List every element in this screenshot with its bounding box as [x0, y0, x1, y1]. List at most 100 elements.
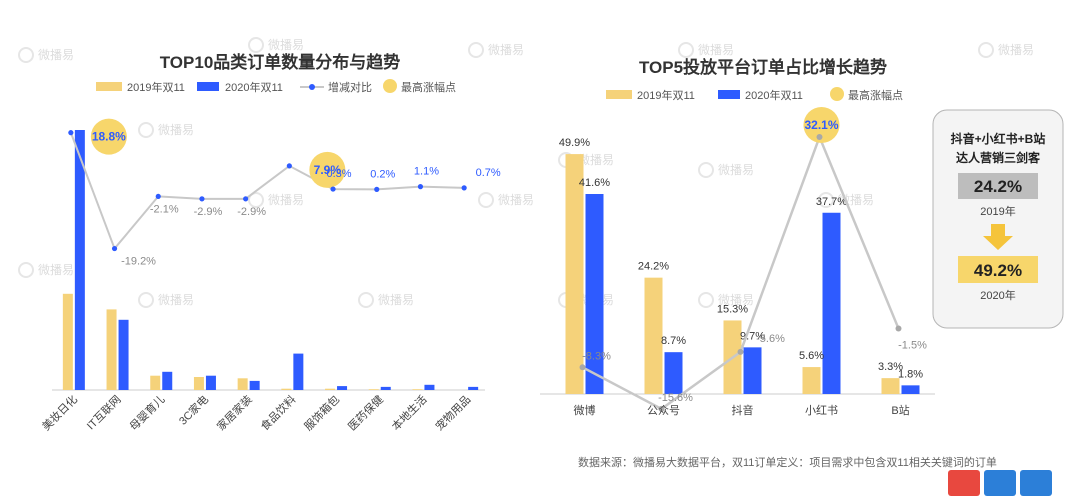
bar-2020 — [664, 352, 683, 394]
x-tick-label: 公众号 — [647, 404, 680, 417]
watermark-logo-icon — [478, 192, 494, 208]
left-legend: 2019年双11 2020年双11 增减对比 最高涨幅点 — [96, 79, 456, 94]
line-value-label: -8.3% — [582, 350, 611, 362]
watermark-logo-icon — [698, 162, 714, 178]
trend-point — [199, 196, 205, 202]
bar-2020 — [337, 386, 348, 390]
highlight-circle — [90, 118, 127, 155]
bar-2019 — [193, 377, 204, 390]
callout-year-2019: 2019年 — [980, 204, 1015, 218]
bar-value-label: 49.9% — [559, 137, 590, 149]
bar-value-label: 24.2% — [638, 261, 669, 273]
bar-2019 — [644, 277, 663, 394]
bar-value-label: 15.3% — [717, 303, 748, 315]
bar-2019 — [565, 154, 584, 394]
watermark-logo-icon — [468, 42, 484, 58]
x-tick-label: IT互联网 — [84, 393, 123, 432]
brand-logo — [948, 470, 1052, 496]
trend-line — [69, 132, 465, 251]
watermark-text: 微播易 — [268, 193, 304, 207]
bar-2019 — [412, 389, 423, 390]
highlight-circle — [803, 107, 840, 144]
x-tick-label: 食品饮料 — [257, 392, 298, 433]
legend-line-label: 增减对比 — [328, 80, 372, 94]
legend-2019: 2019年双11 — [127, 80, 185, 94]
x-tick-label: 微博 — [574, 403, 596, 417]
watermark-logo-icon — [248, 192, 264, 208]
brand-logo-mark — [948, 470, 980, 496]
x-tick-label: 家居家装 — [214, 392, 255, 433]
bar-2020 — [162, 371, 173, 390]
trend-point — [895, 325, 902, 332]
bar-value-label: 8.7% — [661, 335, 686, 347]
watermark-logo-icon — [698, 292, 714, 308]
x-tick-label: 3C家电 — [176, 392, 211, 427]
watermark-logo-icon — [978, 42, 994, 58]
down-arrow-icon — [983, 224, 1013, 250]
callout-box: 抖音+小红书+B站 达人营销三剑客 24.2% 2019年 49.2% 2020… — [932, 109, 1064, 329]
legend2-swatch-2020 — [718, 90, 740, 99]
trend-point — [68, 130, 74, 136]
trend-point — [579, 364, 586, 371]
watermark-logo-icon — [138, 292, 154, 308]
trend-point — [658, 405, 665, 412]
left-ticks: 美妆日化 IT互联网 母婴育儿 3C家电 家居家装 食品饮料 服饰箱包 医药保健 本地生活 宠物用… — [39, 392, 473, 433]
trend-point — [737, 348, 744, 355]
callout-2019-bg — [958, 173, 1038, 199]
watermark-text: 微播易 — [498, 193, 534, 207]
legend-highlight: 最高涨幅点 — [401, 80, 456, 94]
bar-2020 — [380, 386, 391, 390]
bar-value-label: 1.8% — [898, 368, 923, 380]
left-bars — [62, 130, 479, 390]
left-chart-title: TOP10品类订单数量分布与趋势 — [160, 52, 401, 72]
watermark-logo-icon — [818, 192, 834, 208]
watermark-text: 微播易 — [378, 293, 414, 307]
callout-2020-bg — [958, 256, 1038, 283]
brand-logo-mark-2 — [984, 470, 1016, 496]
bar-2020 — [249, 380, 260, 390]
watermark-text: 微播易 — [718, 163, 754, 177]
watermark-text: 微播易 — [718, 293, 754, 307]
legend-2020: 2020年双11 — [225, 80, 283, 94]
right-chart: TOP5投放平台订单占比增长趋势 2019年双11 2020年双11 最高涨幅点… — [540, 57, 935, 417]
bar-value-label: 41.6% — [579, 177, 610, 189]
line-value-label: 0.3% — [327, 168, 352, 180]
callout-value-2019: 24.2% — [974, 177, 1022, 196]
callout-year-2020: 2020年 — [980, 288, 1015, 302]
callout-value-2020: 49.2% — [974, 261, 1022, 280]
bar-2020 — [293, 353, 304, 390]
legend-swatch-2020 — [197, 82, 219, 91]
line-value-label: 18.8% — [92, 130, 126, 144]
bar-2020 — [118, 319, 129, 390]
watermark-text: 微播易 — [158, 293, 194, 307]
left-line: 18.8% -19.2% -2.1% -2.9% -2.9% 7.9%0.3% 0.2% 1.… — [68, 118, 501, 268]
bar-2020 — [205, 375, 216, 390]
x-tick-label: 美妆日化 — [39, 392, 80, 433]
watermark-text: 微播易 — [578, 153, 614, 167]
x-tick-label: 宠物用品 — [432, 392, 473, 433]
bar-2019 — [325, 388, 336, 390]
trend-point — [816, 134, 823, 141]
trend-point — [461, 185, 467, 191]
watermark-text: 微播易 — [698, 43, 734, 57]
x-tick-label: 本地生活 — [389, 392, 430, 433]
watermark-text: 微播易 — [488, 43, 524, 57]
bar-2020 — [743, 347, 762, 394]
bar-value-label: 37.7% — [816, 196, 847, 208]
legend2-2019: 2019年双11 — [637, 88, 695, 102]
watermark-logo-icon — [248, 37, 264, 53]
bar-value-label: 3.3% — [878, 361, 903, 373]
bar-2020 — [901, 385, 920, 394]
line-value-label: 1.1% — [414, 166, 439, 178]
left-chart: TOP10品类订单数量分布与趋势 2019年双11 2020年双11 增减对比 … — [39, 52, 501, 433]
watermark-text: 微播易 — [38, 263, 74, 277]
x-tick-label: 抖音 — [732, 403, 754, 417]
x-tick-label: 母婴育儿 — [126, 392, 167, 433]
watermark-logo-icon — [138, 122, 154, 138]
bar-2020 — [424, 384, 435, 390]
right-ticks: 微博 公众号 抖音 小红书 B站 — [574, 403, 910, 417]
legend2-highlight-dot — [830, 87, 844, 101]
legend2-highlight: 最高涨幅点 — [848, 88, 903, 102]
watermark-text: 微播易 — [268, 38, 304, 52]
line-value-label: -1.5% — [898, 340, 927, 352]
